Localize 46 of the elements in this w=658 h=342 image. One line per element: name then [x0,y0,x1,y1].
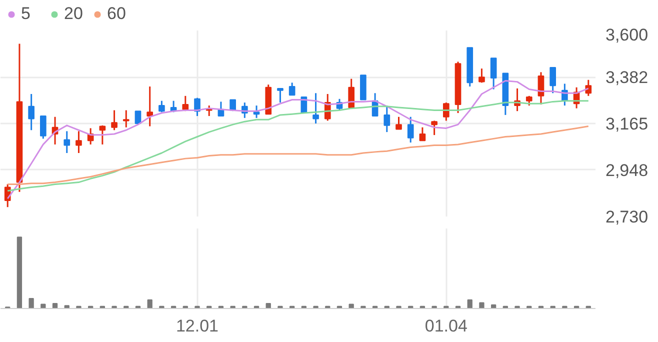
legend-label: 60 [107,4,127,24]
candlestick [312,92,319,124]
candlestick [277,88,284,104]
candlestick [99,124,106,146]
candlestick [526,95,532,106]
candlestick [431,120,438,136]
candlestick [419,126,426,142]
candlestick [384,104,390,133]
candlestick [253,104,260,119]
candlestick [585,79,592,97]
candlestick [158,100,165,113]
bar [52,303,58,308]
candlestick [490,57,497,90]
bar [40,304,46,308]
bar [348,304,354,308]
candlestick [550,66,556,94]
x-tick-label: 01.04 [424,316,468,336]
y-tick-label: 3,600 [606,26,648,44]
candlestick [28,93,34,131]
candlestick [146,86,154,128]
legend-label: 20 [64,4,84,24]
candlestick [134,110,142,126]
candlestick [478,68,485,84]
bar [467,299,472,308]
candlestick [122,109,130,128]
candlestick [111,109,118,131]
candlestick [396,116,402,130]
y-tick-label: 2,730 [606,208,648,226]
candlestick [288,82,296,96]
bar [16,236,22,308]
bar [479,302,484,308]
candlestick [76,130,82,154]
x-tick-label: 12.01 [176,316,219,336]
y-tick-label: 2,948 [606,160,648,180]
candlestick [64,130,70,154]
y-tick-label: 3,165 [606,114,648,134]
candlestick [348,78,355,110]
bar [266,303,271,308]
bar [147,299,152,308]
legend-label: 5 [21,4,32,24]
line-series [6,126,590,185]
bar [28,298,34,308]
candlestick [407,116,414,144]
y-tick-label: 3,382 [606,68,648,88]
candlestick [40,115,46,140]
candlestick [194,97,200,117]
